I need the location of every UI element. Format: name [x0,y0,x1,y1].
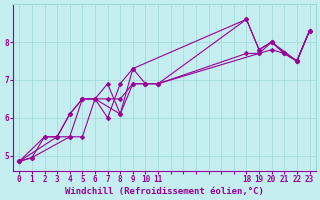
X-axis label: Windchill (Refroidissement éolien,°C): Windchill (Refroidissement éolien,°C) [65,187,264,196]
